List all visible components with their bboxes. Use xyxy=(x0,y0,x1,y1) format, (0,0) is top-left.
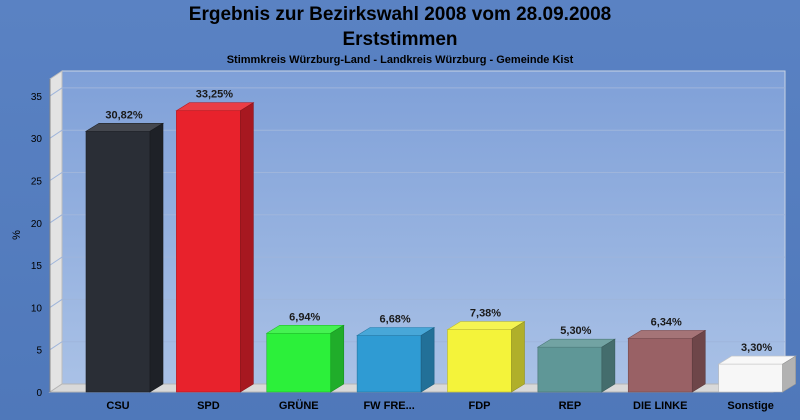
data-label: 6,34% xyxy=(651,316,682,328)
data-label: 33,25% xyxy=(196,89,234,101)
bar-side xyxy=(240,102,254,393)
bar xyxy=(718,363,783,393)
y-tick-label: 35 xyxy=(31,92,43,103)
y-tick-label: 30 xyxy=(31,134,43,145)
y-tick-label: 20 xyxy=(31,219,43,230)
data-label: 6,94% xyxy=(289,311,320,323)
gridline xyxy=(49,256,785,266)
data-label: 5,30% xyxy=(560,325,591,337)
y-tick-label: 25 xyxy=(31,177,43,188)
bar-side xyxy=(330,324,345,393)
gridline xyxy=(49,172,785,181)
bar xyxy=(266,332,332,393)
y-tick-label: 5 xyxy=(36,346,42,357)
data-label: 7,38% xyxy=(470,308,501,320)
bar-side xyxy=(782,355,796,393)
bar xyxy=(447,329,512,393)
gridline xyxy=(49,87,785,97)
category-label: GRÜNE xyxy=(279,399,319,412)
category-label: Sonstige xyxy=(727,400,773,412)
category-label: REP xyxy=(559,400,582,412)
plot-side-wall xyxy=(49,70,63,393)
chart-subtitle: Erststimmen xyxy=(342,29,458,50)
category-label: CSU xyxy=(106,400,129,412)
chart-title: Ergebnis zur Bezirkswahl 2008 vom 28.09.… xyxy=(188,4,612,25)
y-tick-label: 10 xyxy=(31,303,43,314)
category-label: FW FRE... xyxy=(363,400,414,412)
data-label: 6,68% xyxy=(380,313,411,325)
bar xyxy=(356,335,422,393)
bar-side xyxy=(511,321,525,393)
bar-side xyxy=(149,122,164,393)
bar xyxy=(176,110,241,393)
y-axis-label: % xyxy=(11,230,23,240)
data-label: 30,82% xyxy=(105,109,143,121)
gridline xyxy=(49,298,785,308)
data-label: 3,30% xyxy=(741,342,772,354)
bar-side xyxy=(601,338,616,393)
bar xyxy=(627,338,693,393)
category-label: SPD xyxy=(197,400,220,412)
bar-side xyxy=(691,329,706,393)
category-label: DIE LINKE xyxy=(633,400,687,412)
y-tick-label: 0 xyxy=(36,388,42,399)
category-label: FDP xyxy=(469,400,491,412)
gridline xyxy=(49,214,785,224)
bar xyxy=(537,346,603,393)
y-tick-label: 15 xyxy=(31,261,43,272)
gridline xyxy=(49,341,785,351)
chart-subsubtitle: Stimmkreis Würzburg-Land - Landkreis Wür… xyxy=(226,54,574,66)
gridline xyxy=(49,129,785,139)
bar-side xyxy=(420,326,435,393)
bar xyxy=(85,130,151,393)
